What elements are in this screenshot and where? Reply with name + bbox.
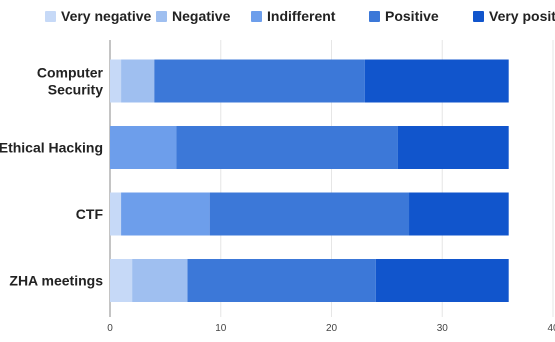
bar-segment-negative: [121, 59, 155, 103]
x-tick-label: 40: [547, 323, 555, 334]
legend-label: Indifferent: [267, 8, 336, 24]
bar-segment-positive: [176, 126, 398, 169]
legend-swatch: [369, 11, 380, 22]
x-tick-label: 20: [326, 323, 338, 334]
bar-segment-very-positive: [364, 59, 509, 103]
category-label: CTF: [76, 206, 104, 222]
legend-label: Negative: [172, 8, 231, 24]
legend-label: Positive: [385, 8, 439, 24]
legend-label: Very negative: [61, 8, 151, 24]
bar-segment-positive: [209, 192, 410, 236]
legend: Very negative Negative Indifferent Positive…: [45, 8, 555, 24]
legend-swatch: [251, 11, 262, 22]
bar-segment-very-negative: [110, 59, 122, 103]
category-label-line: Computer: [37, 65, 104, 81]
category-label: Ethical Hacking: [0, 140, 103, 156]
bar-segment-negative: [132, 259, 188, 302]
category-label-line: Security: [48, 82, 103, 98]
category-label: Computer Security: [37, 65, 104, 98]
legend-swatch: [473, 11, 484, 22]
bar-segment-positive: [154, 59, 365, 103]
legend-swatch: [156, 11, 167, 22]
bar-segment-very-negative: [110, 259, 133, 302]
bar-segment-indifferent: [110, 126, 177, 169]
category-labels: Computer Security Ethical Hacking CTF ZHA me…: [0, 65, 104, 289]
category-label-line: ZHA meetings: [9, 273, 103, 289]
bar-segment-very-negative: [110, 192, 122, 236]
x-tick-label: 10: [215, 323, 227, 334]
bars: [110, 59, 509, 302]
bar-segment-very-positive: [375, 259, 509, 302]
bar-segment-positive: [187, 259, 376, 302]
x-tick-label: 0: [107, 323, 113, 334]
bar-segment-very-positive: [409, 192, 509, 236]
category-label: ZHA meetings: [9, 273, 103, 289]
category-label-line: CTF: [76, 206, 104, 222]
legend-swatch: [45, 11, 56, 22]
x-tick-labels: 0 10 20 30 40: [107, 323, 555, 334]
bar-segment-very-positive: [397, 126, 509, 169]
bar-segment-indifferent: [121, 192, 210, 236]
legend-label: Very positive: [489, 8, 555, 24]
x-tick-label: 30: [437, 323, 449, 334]
category-label-line: Ethical Hacking: [0, 140, 103, 156]
